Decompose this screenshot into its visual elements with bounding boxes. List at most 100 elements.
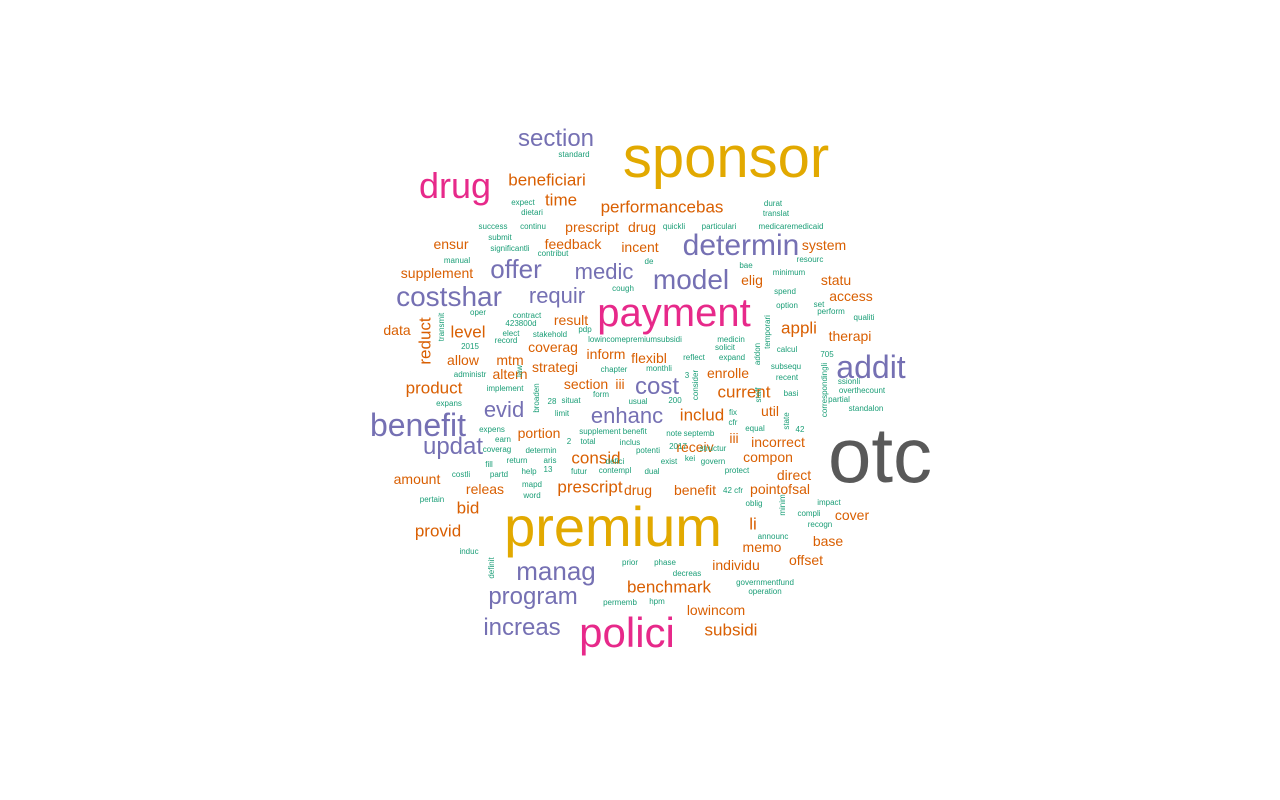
word-de: de <box>644 257 654 266</box>
word-medicin: medicin <box>717 335 745 344</box>
word-base: base <box>812 533 844 549</box>
word-benefit: benefit <box>369 407 467 443</box>
word-partd: partd <box>489 470 509 479</box>
word-product: product <box>405 378 463 398</box>
word-iii: iii <box>615 376 625 392</box>
word-705: 705 <box>820 350 834 359</box>
word-data: data <box>383 322 411 338</box>
word-temporari: temporari <box>763 315 772 349</box>
word-model: model <box>652 264 730 295</box>
word-supplement-benefit: supplement benefit <box>579 427 647 436</box>
word-ensur: ensur <box>433 236 469 252</box>
word-monthli: monthli <box>646 364 672 373</box>
word-reduct: reduct <box>415 317 435 365</box>
word-limit: limit <box>554 409 570 418</box>
word-aris: aris <box>543 456 557 465</box>
word-governmentfund: governmentfund <box>736 578 794 587</box>
word-announc: announc <box>757 532 789 541</box>
word-benefit: benefit <box>673 482 717 498</box>
word-prior: prior <box>621 558 639 567</box>
word-2017: 2017 <box>669 442 687 451</box>
word-statu: statu <box>820 272 852 288</box>
word-mtm: mtm <box>496 352 524 368</box>
word-performancebas: performancebas <box>600 197 724 217</box>
word-incorrect: incorrect <box>751 434 805 450</box>
word-program: program <box>488 583 578 610</box>
word-medic: medic <box>574 259 634 284</box>
word-impact: impact <box>817 498 841 507</box>
word-423800d: 423800d <box>505 319 537 328</box>
word-costshar: costshar <box>396 281 502 312</box>
word-transmit: transmit <box>437 312 446 342</box>
word-option: option <box>776 301 798 310</box>
word-therapi: therapi <box>828 328 872 344</box>
word-includ: includ <box>679 405 725 425</box>
word-total: total <box>580 437 596 446</box>
word-mapd: mapd <box>521 480 543 489</box>
word-perform: perform <box>817 307 845 316</box>
word-earn: earn <box>494 435 512 444</box>
word-flexibl: flexibl <box>631 350 667 366</box>
word-offset: offset <box>789 552 823 568</box>
word-time: time <box>544 190 578 210</box>
word-individu: individu <box>712 557 760 573</box>
word-current: current <box>717 382 771 402</box>
word-overthecount: overthecount <box>838 386 886 395</box>
word-benchmark: benchmark <box>626 577 712 597</box>
word-defici: defici <box>605 457 625 466</box>
word-protect: protect <box>724 466 750 475</box>
word-cover: cover <box>834 507 870 523</box>
word-bid: bid <box>456 498 480 518</box>
word-oblig: oblig <box>745 499 763 508</box>
word-expect: expect <box>511 198 535 207</box>
word-translat: translat <box>762 209 790 218</box>
word-induc: induc <box>459 547 479 556</box>
word-releas: releas <box>465 481 505 497</box>
word-compon: compon <box>743 449 793 465</box>
word-drug: drug <box>623 482 653 498</box>
word-section: section <box>517 125 595 152</box>
word-chapter: chapter <box>600 365 628 374</box>
word-contribut: contribut <box>537 249 569 258</box>
word-3: 3 <box>684 371 690 380</box>
word-hpm: hpm <box>649 597 665 606</box>
word-offer: offer <box>490 254 542 284</box>
word-futur: futur <box>570 467 588 476</box>
word-exist: exist <box>660 457 678 466</box>
word-note: note <box>666 429 682 438</box>
word-beneficiari: beneficiari <box>508 170 586 190</box>
word-13: 13 <box>543 465 553 474</box>
word-septemb: septemb <box>683 429 715 438</box>
word-determin: determin <box>682 229 800 262</box>
word-polici: polici <box>579 609 675 656</box>
word-determin: determin <box>525 446 557 455</box>
word-increas: increas <box>483 614 561 641</box>
word-permemb: permemb <box>603 598 637 607</box>
word-direct: direct <box>776 467 812 483</box>
word-broaden: broaden <box>532 383 541 413</box>
word-submit: submit <box>488 233 512 242</box>
word-administr: administr <box>453 370 487 379</box>
word-govern: govern <box>700 457 726 466</box>
word-section: section <box>563 376 609 392</box>
word-costli: costli <box>451 470 471 479</box>
word-enhanc: enhanc <box>590 403 664 428</box>
word-evid: evid <box>483 397 525 422</box>
word-standalon: standalon <box>848 404 884 413</box>
word-allow: allow <box>447 352 479 368</box>
word-success: success <box>478 222 508 231</box>
word-incent: incent <box>621 239 659 255</box>
word-staff: staff <box>754 387 763 403</box>
word-spend: spend <box>774 287 796 296</box>
word-result: result <box>553 312 589 328</box>
word-expens: expens <box>479 425 505 434</box>
word-law: law <box>515 364 524 378</box>
word-200: 200 <box>668 396 682 405</box>
word-dietari: dietari <box>521 208 543 217</box>
word-oper: oper <box>469 308 487 317</box>
word-qualiti: qualiti <box>853 313 875 322</box>
word-lowincom: lowincom <box>686 602 746 618</box>
word-li: li <box>749 514 757 534</box>
word-return: return <box>506 456 528 465</box>
